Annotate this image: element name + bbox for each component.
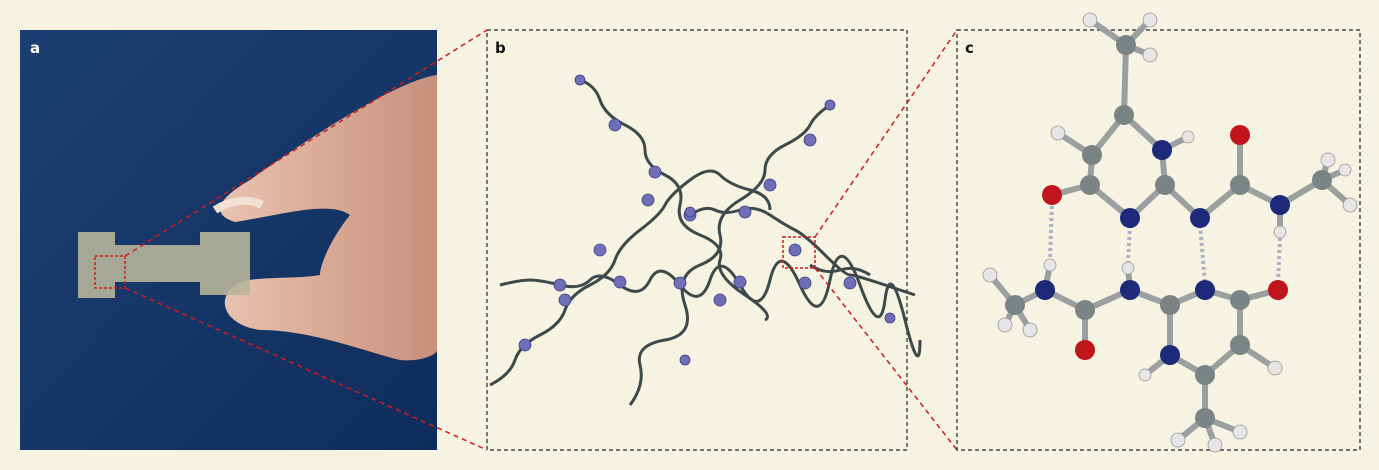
figure: a b [0,0,1379,470]
panel-label: c [965,39,974,57]
page: a b [0,0,1379,470]
panel-label: a [30,39,40,57]
panel-label: b [495,39,506,57]
panel-a: a [20,30,437,450]
